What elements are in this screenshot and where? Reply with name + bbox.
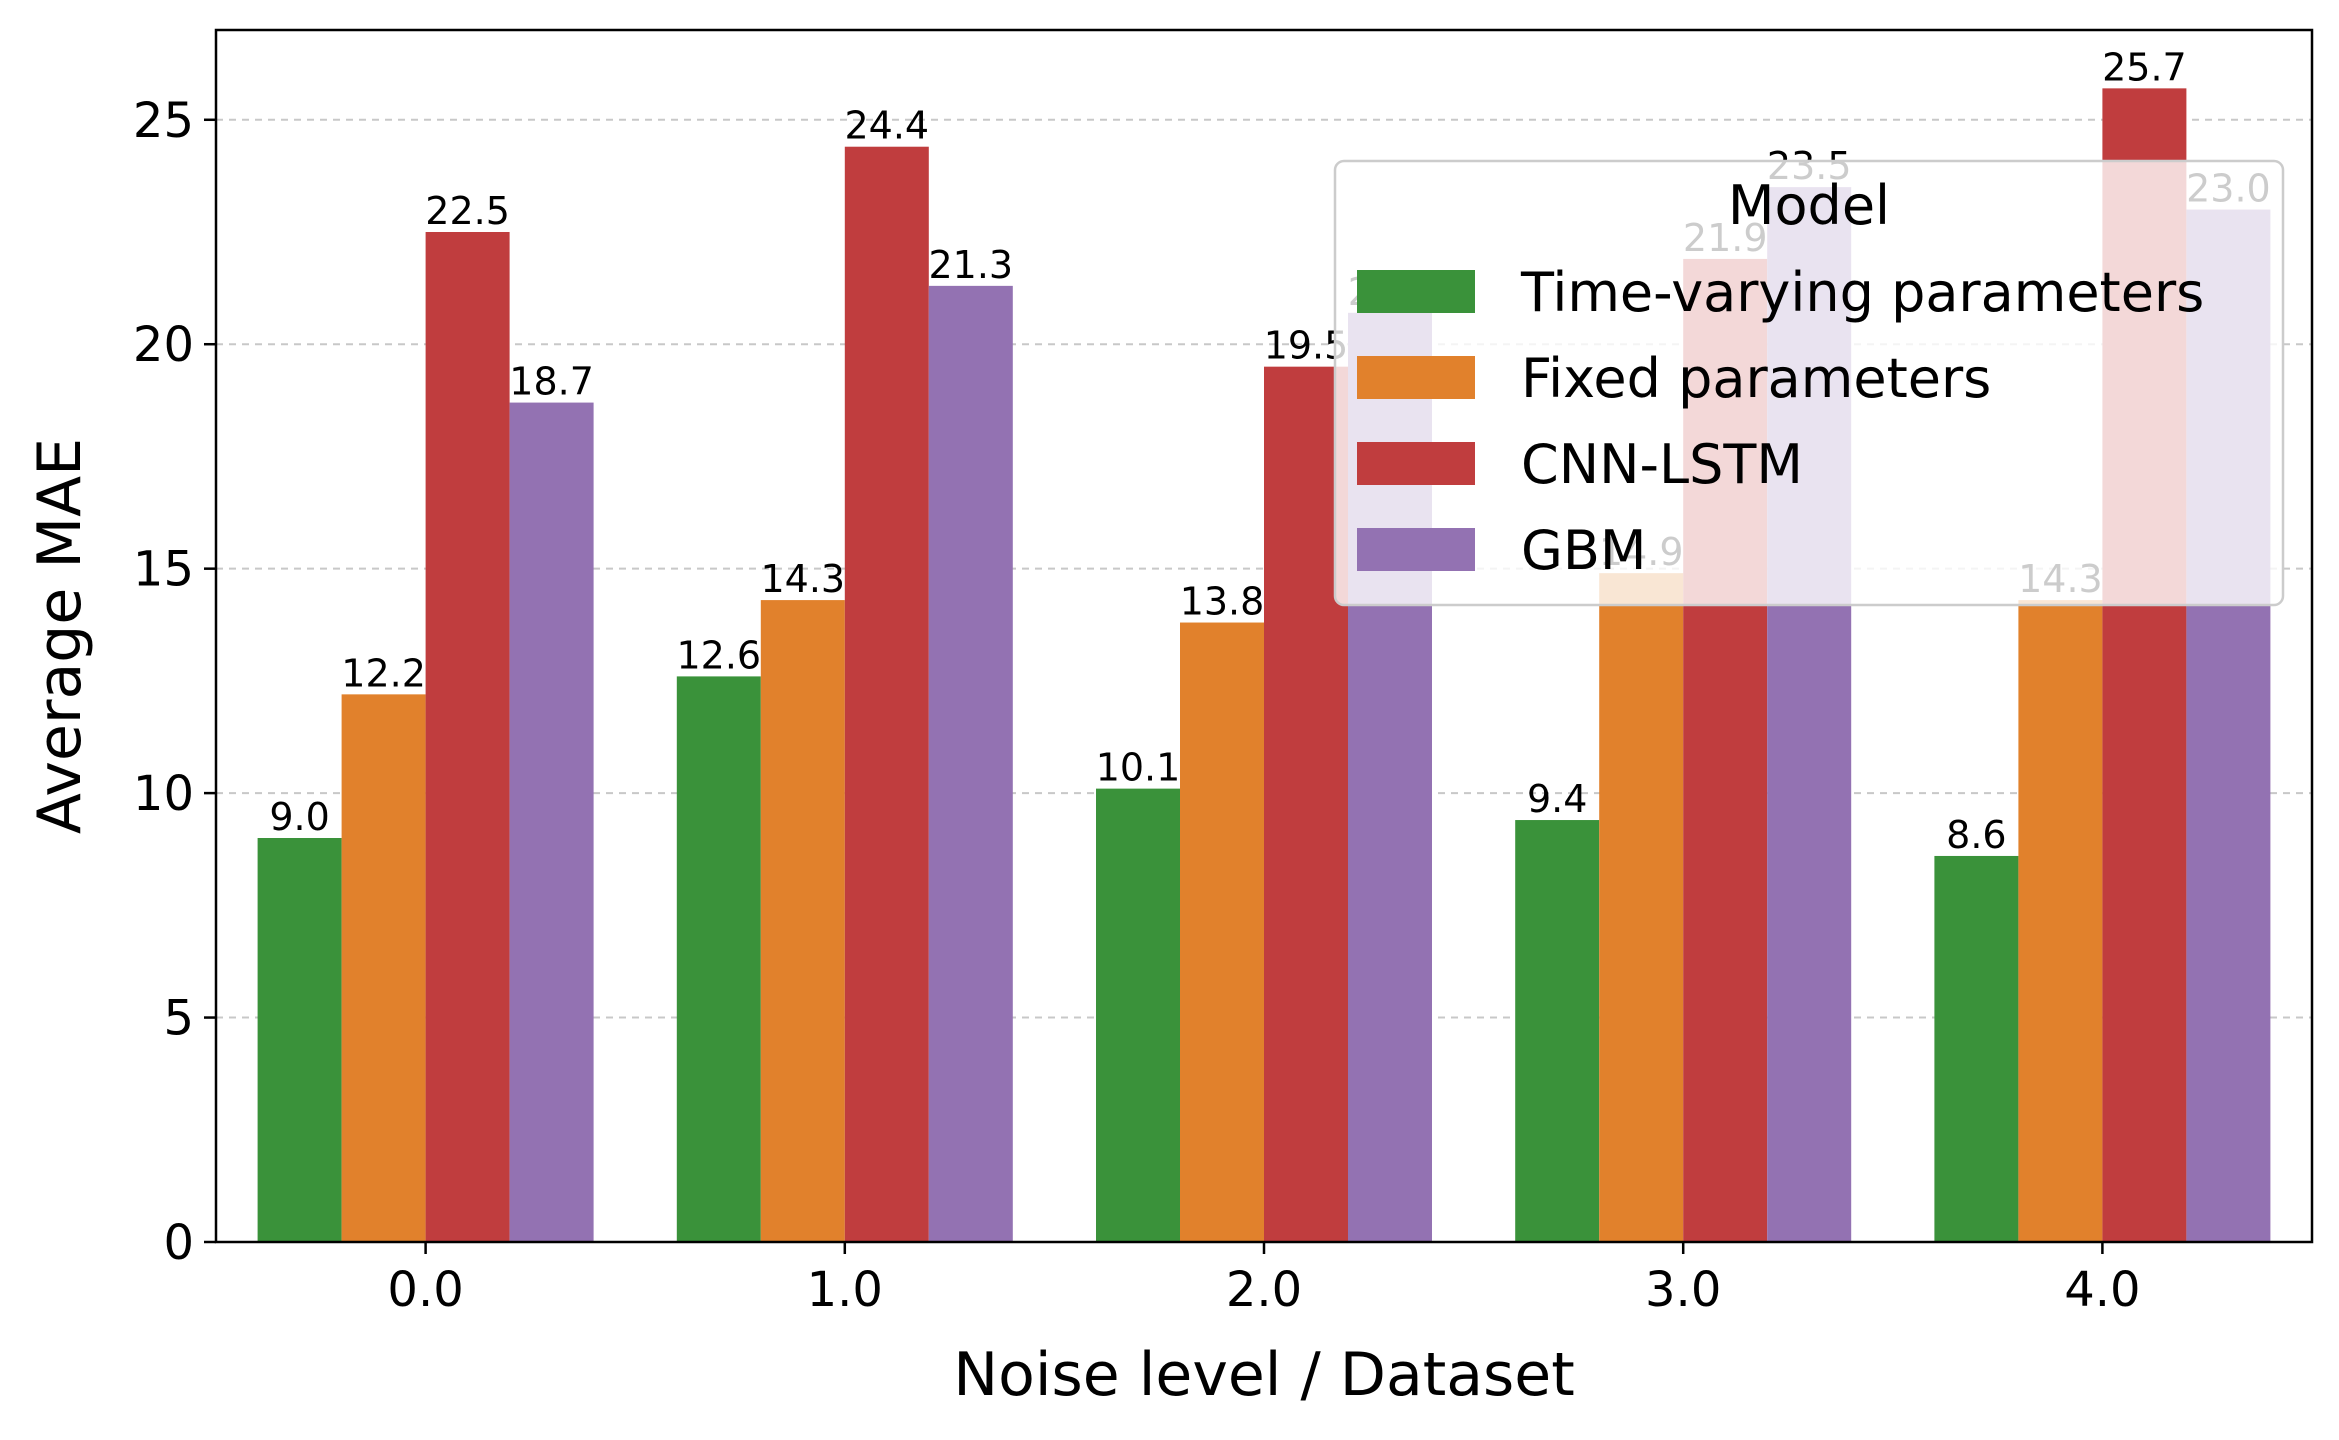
x-tick-label: 4.0 [2064, 1262, 2140, 1318]
y-tick-label: 25 [133, 93, 194, 149]
bar-value-label: 9.0 [269, 795, 329, 839]
legend-swatch [1357, 528, 1475, 571]
x-axis-ticks: 0.0 1.0 2.0 3.0 4.0 [387, 1242, 2141, 1318]
legend-label: GBM [1521, 519, 1646, 582]
legend-swatch [1357, 356, 1475, 399]
bar [1180, 622, 1264, 1242]
y-tick-label: 10 [133, 766, 194, 822]
legend-label: Time-varying parameters [1520, 261, 2204, 324]
bar-value-label: 9.4 [1527, 777, 1587, 821]
x-tick-label: 2.0 [1226, 1262, 1302, 1318]
bar [760, 600, 845, 1242]
bar-value-label: 12.6 [676, 633, 761, 677]
x-tick-label: 3.0 [1645, 1262, 1721, 1318]
legend-label: CNN-LSTM [1521, 433, 1803, 496]
bar-value-label: 13.8 [1180, 580, 1265, 624]
legend: Model Time-varying parameters Fixed param… [1333, 159, 2285, 607]
y-tick-label: 15 [133, 542, 194, 598]
bar [1599, 573, 1684, 1242]
legend-box [1333, 159, 2285, 607]
y-tick-label: 0 [163, 1215, 194, 1271]
bar-value-label: 25.7 [2102, 45, 2187, 89]
bar-value-label: 21.3 [928, 243, 1013, 287]
y-tick-label: 20 [133, 317, 194, 373]
y-axis-ticks: 0 5 10 15 20 25 [133, 93, 216, 1271]
bar-value-label: 12.2 [341, 651, 426, 695]
legend-swatch [1357, 270, 1475, 313]
bar [509, 402, 594, 1243]
x-tick-label: 0.0 [387, 1262, 463, 1318]
legend-items: Time-varying parameters Fixed parameters C… [1357, 261, 2204, 582]
bar-value-label: 22.5 [425, 189, 510, 233]
legend-label: Fixed parameters [1521, 347, 1991, 410]
bar [257, 838, 342, 1242]
bar-value-label: 18.7 [509, 360, 594, 404]
bar [2018, 600, 2103, 1242]
x-axis-label: Noise level / Dataset [953, 1340, 1575, 1410]
bar [1515, 820, 1600, 1242]
bar-value-label: 24.4 [844, 104, 929, 148]
legend-title: Model [1728, 174, 1890, 237]
x-tick-label: 1.0 [807, 1262, 883, 1318]
legend-swatch [1357, 442, 1475, 485]
y-tick-label: 5 [163, 991, 194, 1047]
bar-value-label: 14.3 [760, 557, 845, 601]
y-axis-label: Average MAE [25, 438, 95, 834]
bar [1096, 788, 1180, 1242]
bar [425, 232, 510, 1242]
bar [676, 676, 761, 1242]
bar [928, 285, 1013, 1242]
bar-value-label: 10.1 [1096, 746, 1181, 790]
bar [1934, 855, 2019, 1242]
bar [844, 146, 929, 1243]
bar [341, 694, 426, 1242]
bar-value-label: 8.6 [1946, 813, 2006, 857]
